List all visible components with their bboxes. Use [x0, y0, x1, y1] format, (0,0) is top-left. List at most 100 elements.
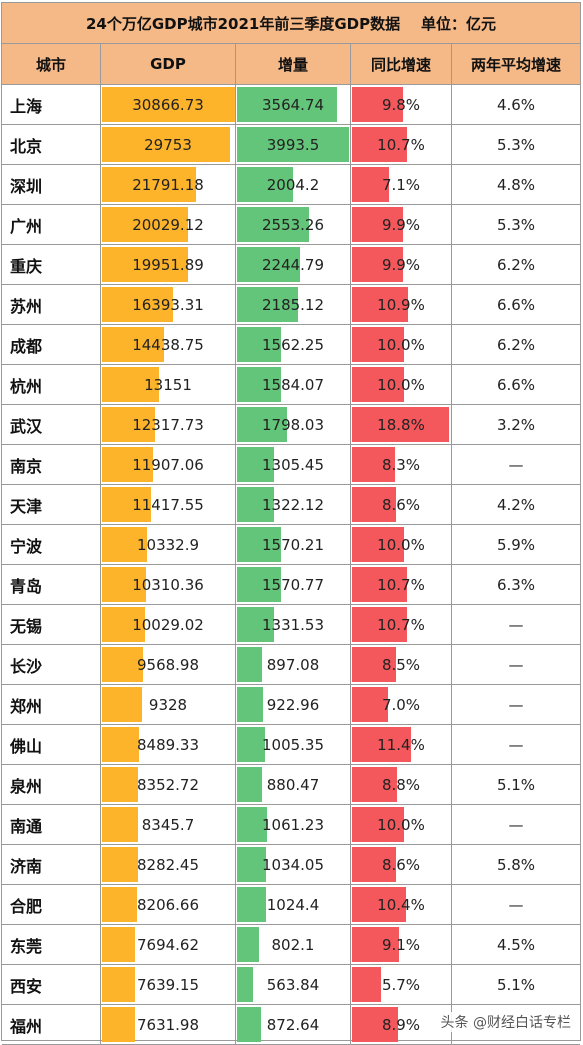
gdp-bar	[102, 887, 137, 922]
city-cell: 成都	[2, 325, 101, 364]
table-row: 上海 30866.73 3564.74 9.8% 4.6%	[2, 85, 580, 125]
increment-bar	[237, 487, 274, 522]
increment-value: 802.1	[271, 935, 315, 954]
increment-cell: 3564.74	[236, 85, 351, 124]
gdp-bar	[102, 727, 139, 762]
gdp-cell: 10332.9	[101, 525, 236, 564]
avg-growth-cell: 6.2%	[496, 335, 536, 354]
avg-growth-cell: 6.6%	[496, 295, 536, 314]
growth-value: 8.6%	[381, 855, 421, 874]
gdp-bar	[102, 247, 188, 282]
gdp-cell: 8345.7	[101, 805, 236, 844]
growth-value: 9.8%	[381, 95, 421, 114]
gdp-value: 30866.73	[132, 95, 204, 114]
growth-value: 10.9%	[377, 295, 425, 314]
table-row: 广州 20029.12 2553.26 9.9% 5.3%	[2, 205, 580, 245]
gdp-value: 7631.98	[136, 1015, 200, 1034]
increment-bar	[237, 807, 267, 842]
gdp-cell: 13151	[101, 365, 236, 404]
increment-cell: 880.47	[236, 765, 351, 804]
gdp-value: 19951.89	[132, 255, 204, 274]
gdp-bar	[102, 567, 146, 602]
growth-value: 11.4%	[377, 735, 425, 754]
gdp-value: 12317.73	[132, 415, 204, 434]
increment-value: 1024.4	[266, 895, 320, 914]
city-cell: 长沙	[2, 645, 101, 684]
growth-cell: 10.7%	[351, 125, 452, 164]
increment-value: 1331.53	[261, 615, 325, 634]
growth-bar	[352, 687, 388, 722]
increment-bar	[237, 607, 274, 642]
city-cell: 杭州	[2, 365, 101, 404]
table-row: 杭州 13151 1584.07 10.0% 6.6%	[2, 365, 580, 405]
increment-bar	[237, 287, 298, 322]
gdp-cell: 7639.15	[101, 965, 236, 1004]
growth-bar	[352, 607, 407, 642]
table-row: 武汉 12317.73 1798.03 18.8% 3.2%	[2, 405, 580, 445]
gdp-bar	[102, 487, 151, 522]
table-row: 长沙 9568.98 897.08 8.5% —	[2, 645, 580, 685]
avg-growth-cell: —	[508, 615, 524, 634]
growth-bar	[352, 1007, 398, 1042]
growth-cell: 9.8%	[351, 85, 452, 124]
growth-cell: 10.0%	[351, 325, 452, 364]
gdp-value: 7694.62	[136, 935, 200, 954]
avg-growth-cell: 6.6%	[496, 375, 536, 394]
growth-cell: 8.9%	[351, 1005, 452, 1044]
growth-cell: 9.9%	[351, 205, 452, 244]
increment-cell: 1798.03	[236, 405, 351, 444]
increment-value: 3564.74	[261, 95, 325, 114]
gdp-cell: 8352.72	[101, 765, 236, 804]
increment-cell: 802.1	[236, 925, 351, 964]
gdp-cell: 14438.75	[101, 325, 236, 364]
growth-cell: 8.3%	[351, 445, 452, 484]
increment-bar	[237, 967, 253, 1002]
increment-bar	[237, 847, 266, 882]
growth-value: 10.0%	[377, 375, 425, 394]
growth-cell: 11.4%	[351, 725, 452, 764]
gdp-bar	[102, 327, 164, 362]
city-cell: 苏州	[2, 285, 101, 324]
growth-cell: 10.0%	[351, 365, 452, 404]
table-row: 济南 8282.45 1034.05 8.6% 5.8%	[2, 845, 580, 885]
growth-bar	[352, 167, 389, 202]
growth-cell: 8.8%	[351, 765, 452, 804]
gdp-cell: 20029.12	[101, 205, 236, 244]
gdp-cell: 19951.89	[101, 245, 236, 284]
increment-value: 1798.03	[261, 415, 325, 434]
increment-bar	[237, 687, 263, 722]
increment-value: 897.08	[266, 655, 320, 674]
avg-growth-cell: 4.2%	[496, 495, 536, 514]
header-growth: 同比增速	[351, 44, 452, 84]
table-row: 郑州 9328 922.96 7.0% —	[2, 685, 580, 725]
growth-value: 9.9%	[381, 215, 421, 234]
increment-value: 563.84	[266, 975, 320, 994]
growth-cell: 10.9%	[351, 285, 452, 324]
header-gdp: GDP	[101, 44, 236, 84]
table-row: 泉州 8352.72 880.47 8.8% 5.1%	[2, 765, 580, 805]
gdp-cell: 9328	[101, 685, 236, 724]
city-cell: 济南	[2, 845, 101, 884]
increment-bar	[237, 407, 287, 442]
gdp-cell: 16393.31	[101, 285, 236, 324]
city-cell: 合肥	[2, 885, 101, 924]
growth-value: 10.4%	[377, 895, 425, 914]
increment-value: 922.96	[266, 695, 320, 714]
growth-value: 8.9%	[381, 1015, 421, 1034]
gdp-bar	[102, 807, 138, 842]
city-cell: 佛山	[2, 725, 101, 764]
city-cell: 郑州	[2, 685, 101, 724]
growth-cell: 8.6%	[351, 485, 452, 524]
gdp-cell: 8206.66	[101, 885, 236, 924]
table-row: 无锡 10029.02 1331.53 10.7% —	[2, 605, 580, 645]
growth-cell: 10.0%	[351, 525, 452, 564]
gdp-cell: 10310.36	[101, 565, 236, 604]
increment-bar	[237, 727, 265, 762]
increment-bar	[237, 1007, 261, 1042]
increment-cell: 1005.35	[236, 725, 351, 764]
growth-bar	[352, 647, 396, 682]
increment-cell: 1061.23	[236, 805, 351, 844]
growth-bar	[352, 887, 406, 922]
avg-growth-cell: 5.3%	[496, 135, 536, 154]
